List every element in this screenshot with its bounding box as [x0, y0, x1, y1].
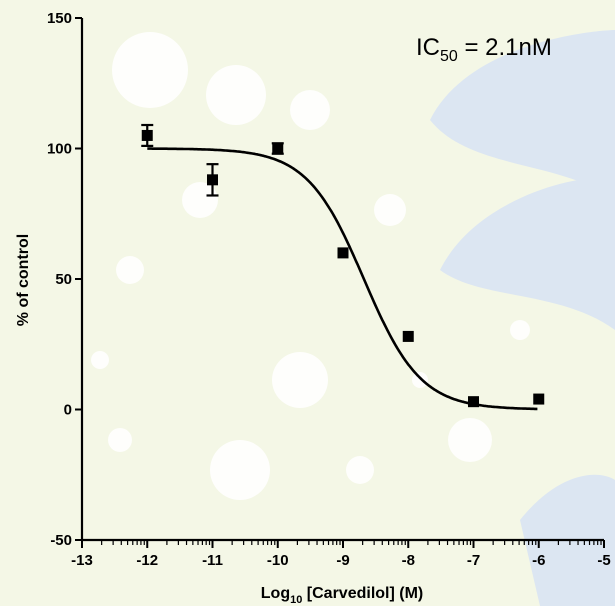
x-axis-title-subscript: 10 — [290, 594, 302, 606]
bg-bubble — [108, 428, 132, 452]
ic50-annotation-suffix: = 2.1nM — [458, 34, 552, 61]
x-tick-label: -5 — [597, 552, 610, 569]
bg-blue-arc — [430, 30, 615, 200]
data-points-layer — [141, 123, 545, 408]
x-tick-label: -6 — [532, 552, 545, 569]
x-axis-title-prefix: Log — [261, 585, 290, 602]
background-decoration — [91, 30, 615, 606]
bg-bubble — [412, 372, 428, 388]
x-axis-title-suffix: [Carvedilol] (M) — [302, 585, 423, 602]
bg-bubble — [272, 352, 328, 408]
data-point — [337, 247, 349, 259]
bg-bubble — [116, 256, 144, 284]
x-axis-title: Log10 [Carvedilol] (M) — [261, 585, 423, 606]
axes: -50 0 50 100 150 -13 -12 -11 -10 -9 -8 -7 -6 -5 — [47, 10, 611, 569]
data-point — [533, 393, 545, 405]
bg-bubble — [374, 194, 406, 226]
bg-bubble — [91, 351, 109, 369]
x-tick-label: -7 — [467, 552, 480, 569]
ic50-annotation: IC50 = 2.1nM — [416, 34, 552, 65]
data-point — [468, 396, 479, 408]
bg-bubble — [112, 32, 188, 108]
y-axis-title: % of control — [15, 234, 32, 326]
data-point — [141, 129, 153, 141]
bg-bubble — [290, 90, 330, 130]
data-point — [207, 174, 218, 186]
bg-blue-arc — [440, 177, 615, 330]
data-point — [272, 143, 284, 154]
x-tick-label: -10 — [267, 552, 289, 569]
y-tick-label: 50 — [55, 271, 72, 288]
x-tick-label: -9 — [336, 552, 349, 569]
data-point — [402, 330, 414, 342]
bg-bubble — [182, 182, 218, 218]
bg-bubble — [510, 320, 530, 340]
x-tick-label: -13 — [71, 552, 93, 569]
bg-bubble — [210, 440, 270, 500]
x-tick-label: -8 — [402, 552, 415, 569]
bg-bubble — [346, 456, 374, 484]
x-tick-label: -12 — [136, 552, 158, 569]
y-tick-label: 150 — [47, 10, 72, 27]
ic50-annotation-prefix: IC — [416, 34, 440, 61]
bg-bubble — [448, 418, 492, 462]
ic50-annotation-subscript: 50 — [440, 48, 458, 65]
x-tick-label: -11 — [202, 552, 223, 569]
y-tick-label: -50 — [50, 532, 72, 549]
bg-bubble — [206, 65, 266, 125]
y-tick-label: 100 — [47, 141, 72, 158]
y-tick-label: 0 — [64, 402, 72, 419]
